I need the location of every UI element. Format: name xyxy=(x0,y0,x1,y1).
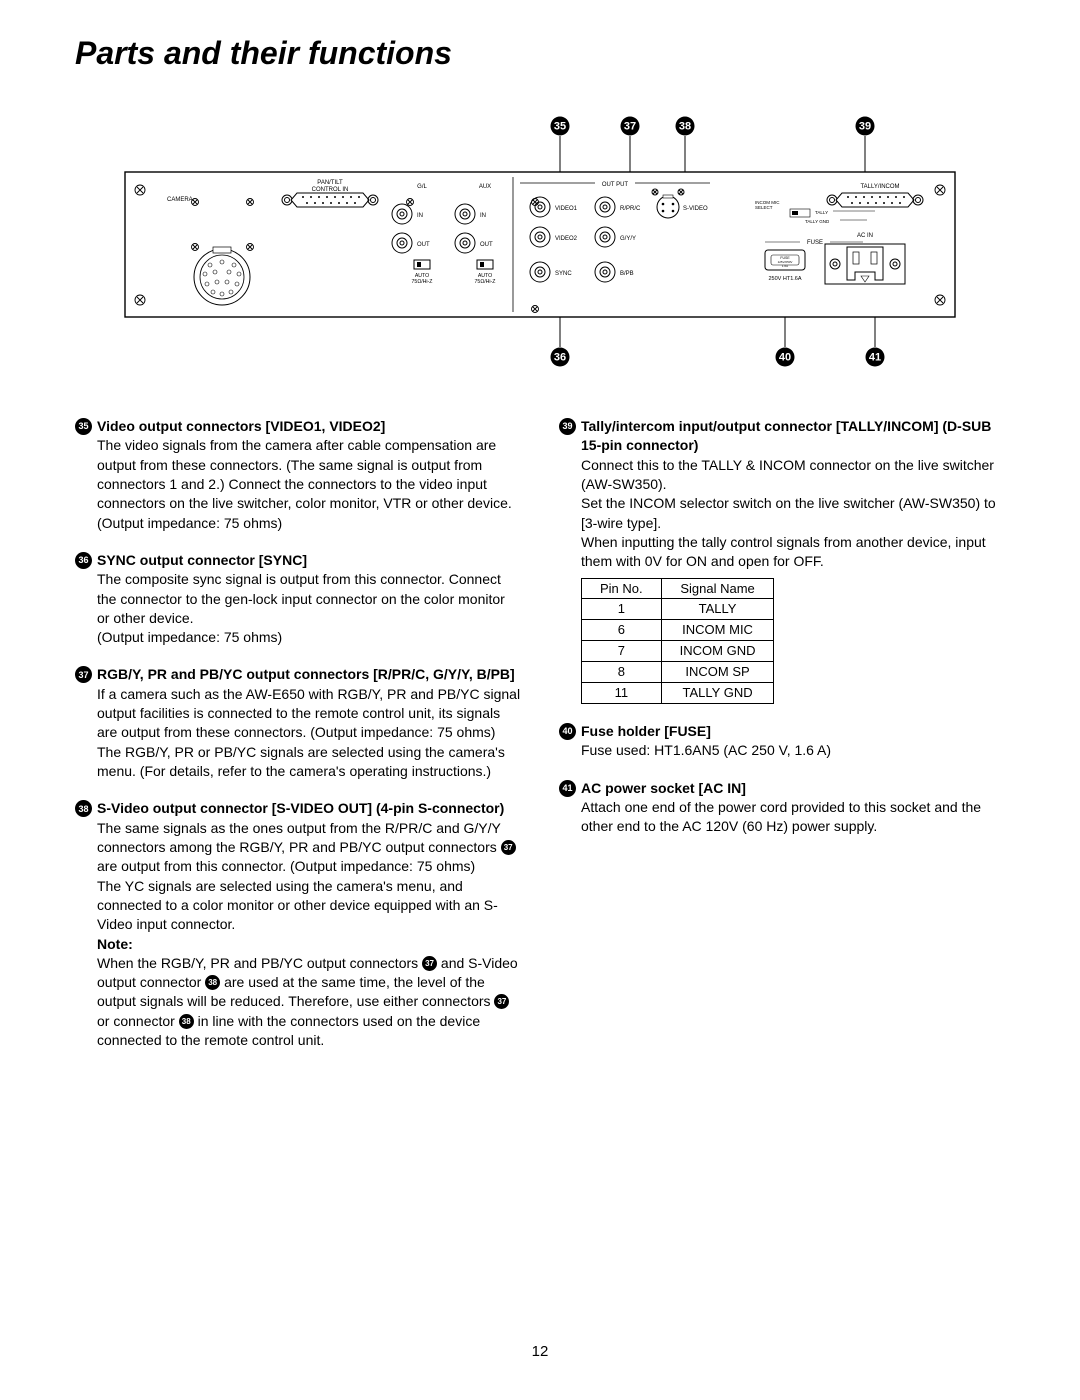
table-row: 7INCOM GND xyxy=(582,641,774,662)
entry-heading: Video output connectors [VIDEO1, VIDEO2] xyxy=(97,417,521,436)
pin-table-header: Signal Name xyxy=(661,578,774,599)
pantilt-connector: PAN/TILT CONTROL IN xyxy=(282,180,378,207)
svg-text:37: 37 xyxy=(624,121,636,133)
entry-badge: 36 xyxy=(75,552,92,569)
svg-text:36: 36 xyxy=(554,352,566,364)
svg-text:IN: IN xyxy=(417,213,423,219)
table-row: 6INCOM MIC xyxy=(582,620,774,641)
entry-37: 37 RGB/Y, PR and PB/YC output connectors … xyxy=(75,665,521,781)
svg-text:VIDEO1: VIDEO1 xyxy=(555,206,578,212)
svg-text:R/PR/C: R/PR/C xyxy=(620,206,641,212)
svg-text:VIDEO2: VIDEO2 xyxy=(555,236,578,242)
note-heading: Note: xyxy=(97,935,521,954)
note-body: When the RGB/Y, PR and PB/YC output conn… xyxy=(97,954,521,1051)
ref-badge: 37 xyxy=(501,840,516,855)
ref-badge: 37 xyxy=(422,956,437,971)
entry-badge: 38 xyxy=(75,800,92,817)
svg-text:OUT: OUT xyxy=(480,242,493,248)
entry-badge: 41 xyxy=(559,780,576,797)
svg-text:75Ω/Hi-Z: 75Ω/Hi-Z xyxy=(475,279,496,285)
svg-text:SELECT: SELECT xyxy=(755,205,773,210)
entry-41: 41 AC power socket [AC IN]Attach one end … xyxy=(559,779,1005,837)
svg-text:39: 39 xyxy=(859,121,871,133)
table-row: 8INCOM SP xyxy=(582,662,774,683)
svg-text:G/L: G/L xyxy=(417,184,427,190)
entry-heading: SYNC output connector [SYNC] xyxy=(97,551,521,570)
svg-text:CONTROL IN: CONTROL IN xyxy=(312,187,349,193)
entry-40: 40 Fuse holder [FUSE]Fuse used: HT1.6AN5 … xyxy=(559,722,1005,761)
entry-heading: Fuse holder [FUSE] xyxy=(581,722,1005,741)
output-group: OUT PUT VIDEO1 VIDEO2 SYNC R/PR/C G/Y/Y … xyxy=(520,182,710,282)
entry-body: Connect this to the TALLY & INCOM connec… xyxy=(581,456,1005,572)
fuse-holder: FUSE FUSE 125V/250V 1.6A 250V HT1.6A xyxy=(765,240,863,282)
page-number: 12 xyxy=(532,1343,549,1360)
entry-body: If a camera such as the AW-E650 with RGB… xyxy=(97,685,521,782)
svg-text:SYNC: SYNC xyxy=(555,271,572,277)
entry-body: The same signals as the ones output from… xyxy=(97,819,521,935)
left-column: 35 Video output connectors [VIDEO1, VIDEO… xyxy=(75,417,521,1068)
pin-table: Pin No.Signal Name1TALLY6INCOM MIC7INCOM… xyxy=(581,578,774,705)
svg-text:250V HT1.6A: 250V HT1.6A xyxy=(768,276,801,282)
ref-badge: 38 xyxy=(205,975,220,990)
svg-text:38: 38 xyxy=(679,121,691,133)
svg-text:OUT: OUT xyxy=(417,242,430,248)
svg-text:75Ω/Hi-Z: 75Ω/Hi-Z xyxy=(412,279,433,285)
svg-text:41: 41 xyxy=(869,352,881,364)
entry-body: Fuse used: HT1.6AN5 (AC 250 V, 1.6 A) xyxy=(581,741,1005,760)
entry-heading: Tally/intercom input/output connector [T… xyxy=(581,417,1005,456)
svg-text:IN: IN xyxy=(480,213,486,219)
camera-connector: CAMERA xyxy=(167,197,250,305)
entry-heading: S-Video output connector [S-VIDEO OUT] (… xyxy=(97,799,521,818)
ref-badge: 37 xyxy=(494,994,509,1009)
entry-35: 35 Video output connectors [VIDEO1, VIDEO… xyxy=(75,417,521,533)
page-title: Parts and their functions xyxy=(75,35,1005,72)
svg-text:G/Y/Y: G/Y/Y xyxy=(620,236,636,242)
entry-38: 38 S-Video output connector [S-VIDEO OUT]… xyxy=(75,799,521,1050)
entry-badge: 40 xyxy=(559,723,576,740)
tally-incom: TALLY/INCOM INCOM MIC SELECT TALLY TALLY… xyxy=(755,184,923,224)
entry-badge: 35 xyxy=(75,418,92,435)
svg-text:CAMERA: CAMERA xyxy=(167,197,193,203)
table-row: 11TALLY GND xyxy=(582,683,774,704)
entry-36: 36 SYNC output connector [SYNC]The compos… xyxy=(75,551,521,648)
entry-badge: 37 xyxy=(75,666,92,683)
rear-panel-diagram: 35 37 38 39 36 40 41 PAN/TILT CONTROL IN CAME… xyxy=(75,112,1005,372)
svg-text:AUX: AUX xyxy=(479,184,491,190)
entry-badge: 39 xyxy=(559,418,576,435)
svg-text:B/PB: B/PB xyxy=(620,271,634,277)
entry-body: The composite sync signal is output from… xyxy=(97,570,521,647)
svg-text:FUSE: FUSE xyxy=(807,240,823,246)
entry-39: 39 Tally/intercom input/output connector … xyxy=(559,417,1005,704)
ref-badge: 38 xyxy=(179,1014,194,1029)
right-column: 39 Tally/intercom input/output connector … xyxy=(559,417,1005,1068)
entry-heading: RGB/Y, PR and PB/YC output connectors [R… xyxy=(97,665,521,684)
svg-text:AC IN: AC IN xyxy=(857,233,873,239)
svg-text:TALLY: TALLY xyxy=(815,210,828,215)
pantilt-label: PAN/TILT xyxy=(317,180,343,186)
table-row: 1TALLY xyxy=(582,599,774,620)
svg-text:40: 40 xyxy=(779,352,791,364)
svg-text:TALLY/INCOM: TALLY/INCOM xyxy=(860,184,899,190)
ac-in: AC IN xyxy=(825,233,905,284)
svg-text:TALLY GND: TALLY GND xyxy=(805,219,830,224)
svg-text:OUT PUT: OUT PUT xyxy=(602,182,629,188)
svg-text:35: 35 xyxy=(554,121,566,133)
svg-text:S-VIDEO: S-VIDEO xyxy=(683,206,708,212)
aux-column: AUX IN OUT AUTO 75Ω/Hi-Z xyxy=(455,184,495,285)
entry-body: The video signals from the camera after … xyxy=(97,436,521,533)
entry-heading: AC power socket [AC IN] xyxy=(581,779,1005,798)
pin-table-header: Pin No. xyxy=(582,578,662,599)
svg-text:1.6A: 1.6A xyxy=(782,264,788,268)
entry-body: Attach one end of the power cord provide… xyxy=(581,798,1005,837)
